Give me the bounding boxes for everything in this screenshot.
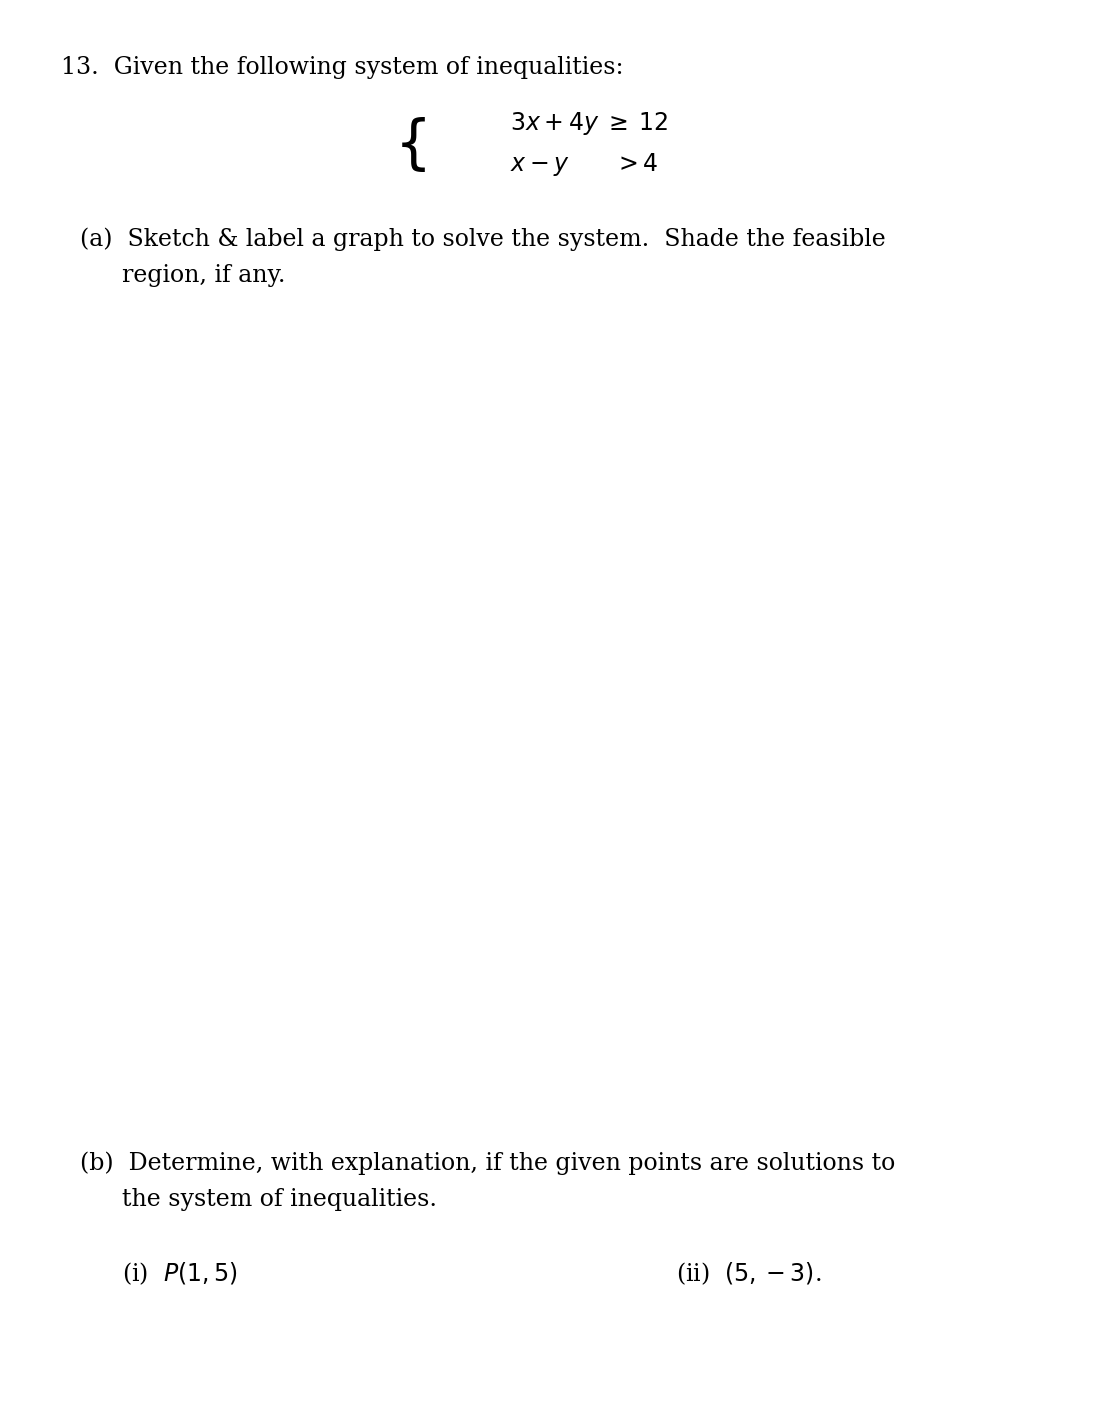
Text: (i)  $P(1, 5)$: (i) $P(1, 5)$ (122, 1261, 237, 1287)
Text: (ii)  $(5, -3)$.: (ii) $(5, -3)$. (676, 1261, 822, 1287)
Text: (b)  Determine, with explanation, if the given points are solutions to: (b) Determine, with explanation, if the … (80, 1151, 895, 1175)
Text: 13.  Given the following system of inequalities:: 13. Given the following system of inequa… (61, 56, 623, 79)
Text: $x - y \quad\quad > 4$: $x - y \quad\quad > 4$ (510, 150, 659, 178)
Text: $3x + 4y \;\geq\; 12$: $3x + 4y \;\geq\; 12$ (510, 110, 669, 138)
Text: $\{$: $\{$ (394, 115, 426, 174)
Text: (a)  Sketch & label a graph to solve the system.  Shade the feasible: (a) Sketch & label a graph to solve the … (80, 227, 886, 251)
Text: the system of inequalities.: the system of inequalities. (122, 1188, 437, 1210)
Text: region, if any.: region, if any. (122, 264, 285, 286)
